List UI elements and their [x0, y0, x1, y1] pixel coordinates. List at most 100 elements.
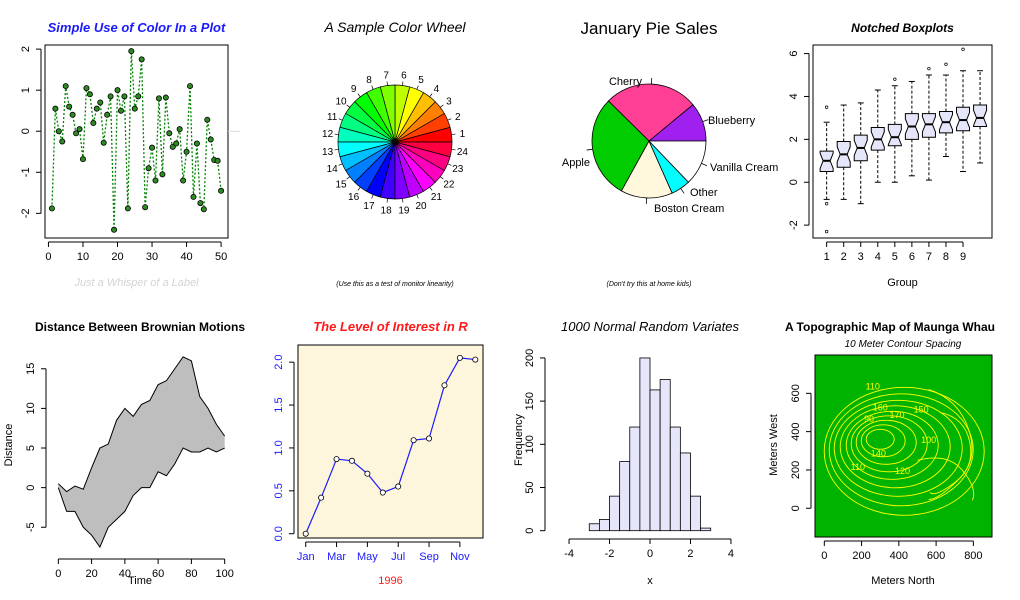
outlier-point [961, 47, 965, 51]
data-point [52, 105, 59, 112]
slice-label: 9 [351, 84, 357, 95]
y-tick-label: 6 [788, 51, 800, 57]
x-tick-label: 6 [909, 251, 915, 263]
contour-line [828, 393, 974, 507]
x-tick-label: 4 [728, 548, 734, 560]
histogram-bar [700, 527, 712, 532]
slice-label: 18 [381, 205, 393, 216]
x-tick-label: 3 [858, 251, 864, 263]
contour-label: 90 [864, 414, 874, 424]
data-point [66, 103, 73, 110]
x-axis-label: Meters North [871, 575, 935, 587]
y-tick-label: 10 [25, 402, 37, 414]
pie-slice [607, 83, 694, 142]
slice-label: 17 [363, 201, 375, 212]
slice-label: 14 [327, 164, 339, 175]
data-point [302, 530, 309, 537]
data-point [364, 470, 371, 477]
data-point [200, 206, 207, 213]
slice-tick [338, 118, 343, 121]
y-tick-label: 1.5 [273, 397, 285, 412]
y-tick-label: -2 [788, 220, 800, 230]
x-axis-label: Just a Whisper of a Label [73, 277, 199, 289]
y-axis-label: Distance [3, 424, 15, 467]
series-line [305, 357, 476, 534]
y-tick-label: 1.0 [273, 440, 285, 455]
x-tick-label: 30 [146, 251, 158, 263]
data-point [187, 83, 194, 90]
map-background [815, 355, 992, 537]
y-tick-label: 600 [790, 384, 802, 402]
slice-label: 4 [434, 84, 440, 95]
slice-tick [386, 81, 388, 86]
data-point [55, 128, 62, 135]
slice-tick [357, 93, 361, 97]
chart-title: Simple Use of Color In a Plot [48, 20, 226, 35]
area-band [58, 356, 225, 548]
contour-line [839, 405, 951, 489]
contour-label: 140 [871, 449, 886, 459]
chart-note: (Don't try this at home kids) [607, 281, 692, 288]
histogram-bar [659, 379, 671, 532]
outlier-point [944, 62, 948, 66]
slice-label: 5 [418, 75, 424, 86]
y-tick-label: 0 [788, 179, 800, 185]
chart-title: Distance Between Brownian Motions [35, 320, 245, 334]
data-point [73, 130, 80, 137]
x-tick-label: 10 [77, 251, 89, 263]
histogram-bar [629, 426, 641, 532]
outlier-point [824, 105, 829, 109]
data-point [69, 111, 76, 118]
x-tick-label: Sep [419, 551, 439, 563]
box [921, 113, 936, 138]
slice-tick [386, 198, 388, 203]
slice-tick [451, 149, 456, 151]
x-tick-label: 8 [943, 251, 949, 263]
y-tick-label: 15 [25, 363, 37, 375]
slice-label: 12 [322, 129, 334, 140]
slice-tick [440, 104, 444, 108]
data-point [124, 205, 131, 212]
slice-label: 15 [335, 179, 347, 190]
slice-label: 8 [366, 75, 372, 86]
x-tick-label: 0 [821, 550, 827, 562]
x-tick-label: Nov [450, 551, 470, 563]
slice-label: 2 [455, 112, 461, 123]
data-point [204, 116, 211, 123]
x-tick-label: 80 [185, 568, 197, 580]
y-tick-label: 100 [524, 435, 536, 453]
slice-tick [334, 133, 339, 135]
slice-label: 16 [348, 192, 360, 203]
data-point [441, 382, 448, 389]
data-point [162, 94, 169, 101]
slice-label: 21 [431, 192, 443, 203]
data-point [142, 204, 149, 211]
contour-line [823, 386, 985, 516]
histogram-bar [669, 426, 681, 532]
slice-label: Other [690, 187, 718, 199]
chart-title: The Level of Interest in R [313, 319, 468, 334]
box [973, 104, 988, 127]
slice-tick [402, 198, 404, 203]
data-point [48, 205, 55, 212]
slice-label: 3 [446, 97, 452, 108]
histogram-bar [639, 357, 651, 532]
slice-label: Blueberry [708, 115, 756, 127]
chart-title: January Pie Sales [580, 19, 717, 38]
x-tick-label: Mar [327, 551, 346, 563]
slice-label: 23 [452, 164, 464, 175]
contour-line [929, 412, 972, 495]
y-tick-label: 200 [524, 349, 536, 367]
slice-label: Apple [562, 157, 590, 169]
data-point [145, 165, 152, 172]
slice-label: 22 [443, 179, 455, 190]
slice-label: 11 [327, 112, 338, 123]
slice-tick [447, 118, 452, 121]
outlier-point [927, 66, 931, 71]
data-point [214, 157, 221, 164]
x-tick-label: Jan [297, 551, 315, 563]
slice-label: Vanilla Cream [710, 162, 778, 174]
data-point [128, 48, 135, 55]
upper-path [57, 356, 226, 493]
x-tick-label: 200 [852, 550, 870, 562]
